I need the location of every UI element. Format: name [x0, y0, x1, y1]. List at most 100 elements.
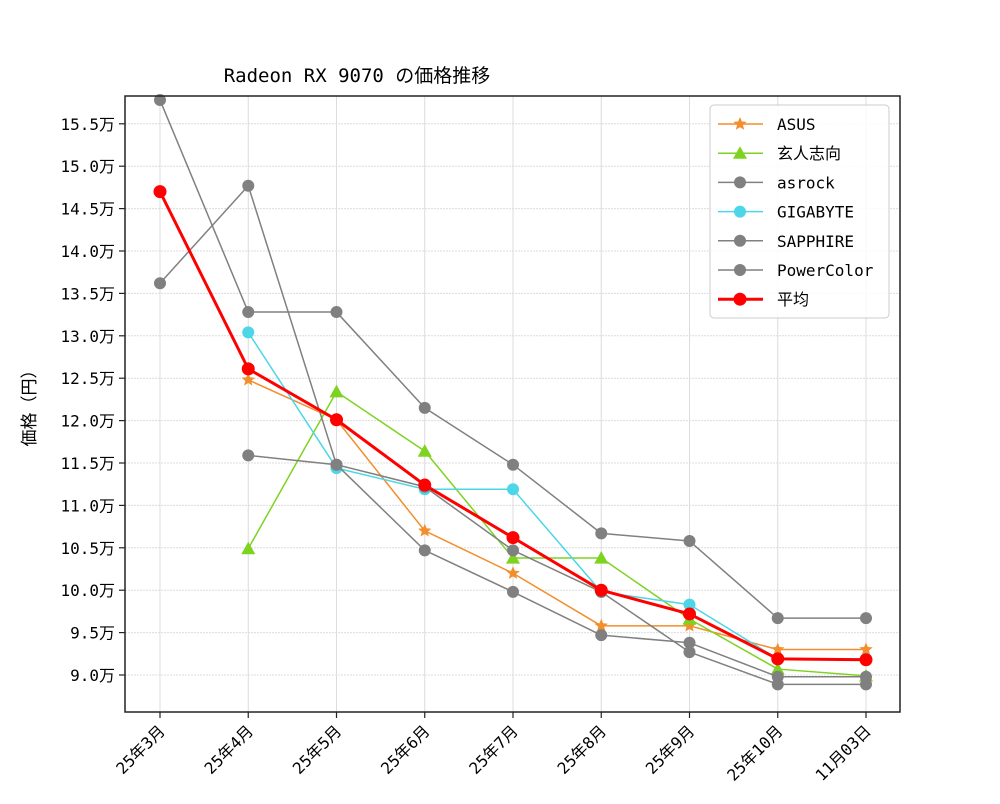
circle-marker: [418, 544, 431, 557]
y-tick-label: 13.0万: [60, 327, 115, 346]
circle-marker: [683, 598, 696, 611]
circle-marker: [153, 185, 167, 199]
y-tick-label: 14.5万: [60, 200, 115, 219]
legend-label: asrock: [777, 173, 835, 192]
triangle-marker: [594, 550, 609, 564]
x-tick-label: 25年4月: [201, 721, 258, 778]
circle-marker: [683, 607, 696, 621]
series-line: [247, 331, 866, 660]
circle-marker: [733, 292, 747, 306]
y-tick-label: 11.0万: [60, 496, 115, 515]
circle-marker: [595, 629, 608, 642]
circle-marker: [507, 458, 519, 471]
triangle-marker: [329, 384, 344, 398]
series-平均: [153, 185, 873, 667]
triangle-marker: [417, 444, 432, 457]
circle-marker: [859, 653, 873, 667]
legend-item: asrock: [718, 173, 835, 192]
star-marker: [418, 523, 432, 537]
circle-marker: [683, 646, 696, 659]
legend-item: 玄人志向: [718, 144, 841, 163]
circle-marker: [860, 612, 872, 625]
series-line: [247, 391, 867, 677]
circle-marker: [242, 326, 255, 339]
circle-marker: [594, 583, 608, 597]
circle-marker: [154, 94, 166, 107]
circle-marker: [734, 176, 746, 189]
star-marker: [506, 566, 520, 579]
circle-marker: [734, 234, 746, 247]
circle-marker: [507, 544, 519, 557]
circle-marker: [771, 652, 785, 666]
circle-marker: [154, 277, 166, 290]
legend-item: PowerColor: [718, 261, 874, 280]
legend-label: SAPPHIRE: [777, 232, 854, 251]
circle-marker: [860, 678, 872, 691]
y-tick-label: 9.0万: [70, 666, 115, 685]
circle-marker: [506, 531, 520, 545]
y-tick-label: 12.5万: [60, 369, 115, 388]
series-ASUS: [241, 372, 873, 656]
star-marker: [241, 372, 255, 386]
triangle-marker: [506, 550, 520, 564]
circle-marker: [771, 612, 784, 625]
x-axis: 25年3月 25年4月 25年5月 25年6月 25年7月 25年8月 25年9月 25年10…: [112, 712, 875, 785]
triangle-marker: [241, 541, 256, 555]
star-marker: [733, 117, 747, 130]
x-tick-label: 11月03日: [812, 721, 875, 784]
circle-marker: [330, 413, 343, 427]
y-tick-label: 10.0万: [60, 581, 115, 600]
triangle-marker: [733, 146, 747, 159]
x-tick-label: 25年8月: [554, 721, 611, 778]
circle-marker: [418, 478, 432, 492]
circle-marker: [683, 636, 696, 649]
circle-marker: [330, 306, 343, 319]
star-marker: [771, 642, 785, 656]
legend-label: PowerColor: [777, 261, 874, 280]
star-marker: [859, 642, 873, 656]
star-marker: [682, 618, 697, 632]
series-line: [247, 379, 866, 651]
circle-marker: [242, 449, 255, 462]
legend-label: GIGABYTE: [777, 203, 854, 222]
x-tick-label: 25年6月: [377, 721, 434, 778]
circle-marker: [241, 362, 255, 376]
circle-marker: [507, 483, 519, 496]
legend-label: 玄人志向: [777, 144, 841, 163]
y-tick-label: 14.0万: [60, 242, 115, 261]
circle-marker: [242, 179, 255, 192]
y-tick-label: 13.5万: [60, 284, 115, 303]
y-tick-label: 12.0万: [60, 412, 115, 431]
y-tick-label: 15.5万: [60, 115, 115, 134]
circle-marker: [330, 458, 343, 471]
legend-item: GIGABYTE: [718, 203, 854, 222]
circle-marker: [771, 678, 784, 691]
circle-marker: [418, 401, 431, 414]
series-asrock: [154, 94, 872, 625]
x-tick-label: 25年7月: [465, 721, 522, 778]
circle-marker: [734, 264, 746, 276]
y-axis: 9.0万 9.5万 10.0万 10.5万 11.0万 11.5万 12.0万 12.5万 13…: [60, 115, 125, 685]
legend-label: ASUS: [777, 115, 816, 134]
circle-marker: [683, 535, 696, 548]
x-tick-label: 25年9月: [642, 721, 699, 778]
circle-marker: [507, 585, 519, 598]
y-axis-label: 価格（円）: [20, 362, 40, 447]
y-tick-label: 10.5万: [60, 539, 115, 558]
plot-area: [153, 94, 873, 691]
x-tick-label: 25年3月: [112, 721, 169, 778]
circle-marker: [242, 306, 255, 319]
series-line: [248, 454, 866, 686]
circle-marker: [734, 205, 746, 218]
triangle-marker: [770, 662, 785, 675]
legend-label: 平均: [777, 290, 809, 309]
star-marker: [594, 618, 608, 632]
legend-item: ASUS: [718, 115, 816, 134]
y-tick-label: 9.5万: [70, 624, 115, 643]
y-tick-label: 11.5万: [60, 454, 115, 473]
x-tick-label: 25年10月: [723, 721, 786, 784]
chart-title: Radeon RX 9070 の価格推移: [224, 65, 491, 87]
y-tick-label: 15.0万: [60, 157, 115, 176]
x-tick-label: 25年5月: [289, 721, 346, 778]
